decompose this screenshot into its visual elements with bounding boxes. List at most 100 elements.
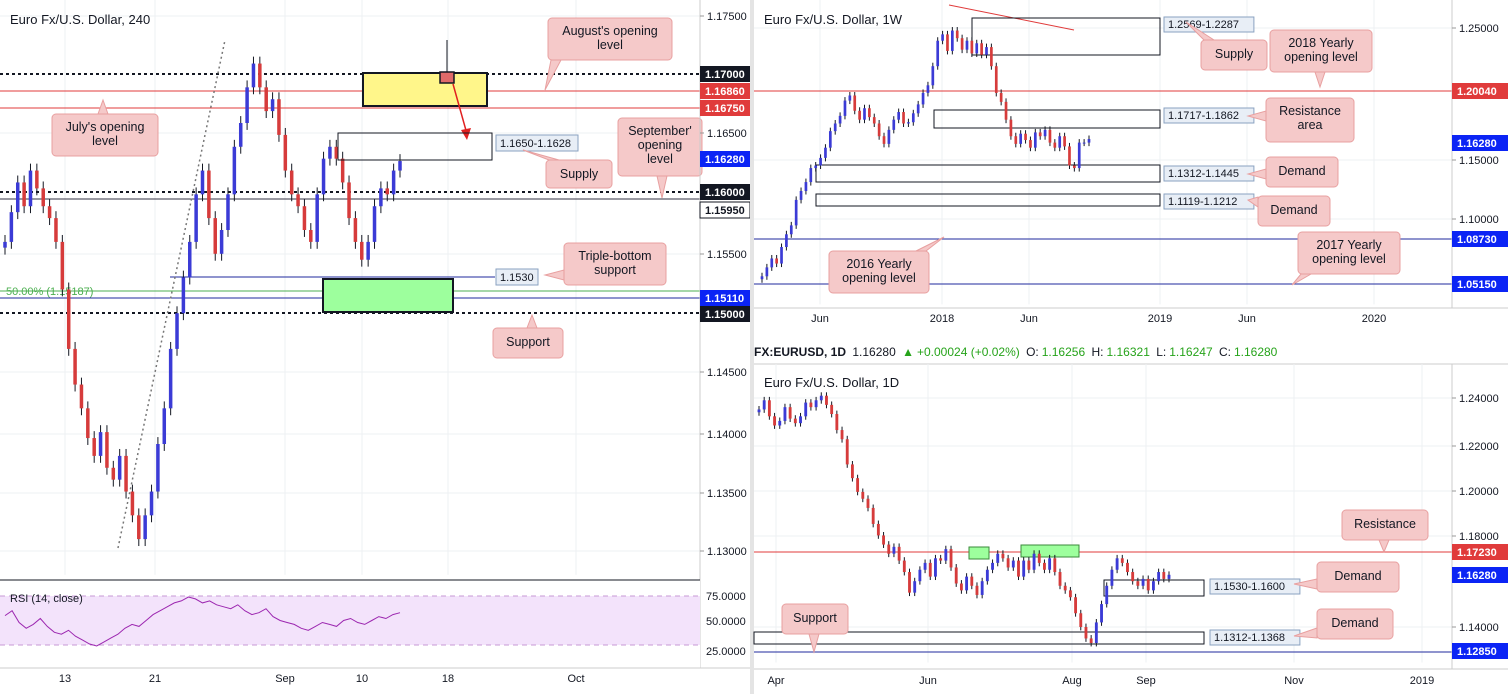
w1-candle-body xyxy=(809,168,813,183)
w1-candle-body xyxy=(911,113,915,123)
w1-callout-box xyxy=(828,250,930,294)
h4-price-tag xyxy=(700,83,750,99)
h4-candle-body xyxy=(66,289,71,349)
w1-zone-label: 1.1717-1.1862 xyxy=(1168,110,1239,122)
d1-candle-body xyxy=(1058,572,1062,586)
d1-candle-body xyxy=(804,402,808,417)
h4-callout-text: opening xyxy=(638,138,683,152)
w1-candle-body xyxy=(770,258,774,268)
h4-price-tag-label: 1.15000 xyxy=(705,309,745,321)
d1-candle-body xyxy=(1100,604,1103,623)
ticker-up-arrow-icon: ▲ xyxy=(902,345,914,359)
w1-candle-body xyxy=(1073,165,1076,169)
w1-price-tag xyxy=(1452,276,1508,292)
panel-divider xyxy=(750,0,754,694)
h4-supply-box[interactable] xyxy=(337,132,493,161)
w1-zone-label: 1.1312-1.1445 xyxy=(1168,168,1239,180)
d1-chart-svg[interactable]: 1.1530-1.1600 1.1312-1.1368 Resistance Dem… xyxy=(753,363,1508,694)
d1-green-marker-1 xyxy=(968,546,990,560)
h4-callout: Support xyxy=(492,313,564,359)
d1-candle-body xyxy=(882,535,885,545)
w1-price-tag-label: 1.16280 xyxy=(1457,138,1497,150)
h4-candle-body xyxy=(9,212,14,242)
h4-candle-body xyxy=(219,230,224,254)
d1-candle-body xyxy=(1115,558,1119,570)
w1-candle-body xyxy=(1053,142,1057,148)
w1-time-axis: Jun 2018 Jun 2019 Jun 2020 xyxy=(811,313,1386,325)
h4-xtick-label: 13 xyxy=(59,673,71,685)
d1-price-tag xyxy=(1452,643,1508,659)
h4-xtick-label: 21 xyxy=(149,673,161,685)
w1-candle-body xyxy=(794,199,798,226)
w1-candle-body xyxy=(863,108,866,120)
h4-yellow-supply-zone[interactable] xyxy=(362,72,488,107)
w1-candle-body xyxy=(985,47,988,55)
h4-chart-svg[interactable]: 50.00% (1.15187) 1.1650-1.1628 1.1530 Au… xyxy=(0,0,751,694)
d1-candle-body xyxy=(1017,560,1020,577)
d1-candle-body xyxy=(1001,553,1005,559)
h4-candles xyxy=(3,56,402,547)
h4-candle-body xyxy=(117,455,122,480)
h4-xtick-label: 10 xyxy=(356,673,368,685)
d1-candle-body xyxy=(835,414,839,431)
d1-candle-body xyxy=(1157,572,1161,582)
w1-candle-body xyxy=(916,104,920,114)
d1-candle-body xyxy=(1053,558,1057,573)
d1-price-tag-label: 1.12850 xyxy=(1457,646,1497,658)
d1-candle-body xyxy=(1032,553,1036,570)
h4-1530-label-bg xyxy=(495,268,539,286)
h4-candle-body xyxy=(391,170,396,195)
w1-candle-body xyxy=(921,92,925,105)
h4-candle-body xyxy=(398,161,402,171)
w1-candle-body xyxy=(1068,146,1071,166)
w1-candle-body xyxy=(1043,129,1047,137)
d1-candle-body xyxy=(850,464,854,479)
d1-xtick-label: Sep xyxy=(1136,675,1156,687)
w1-zone-box[interactable] xyxy=(933,109,1161,129)
h4-arrow-line xyxy=(452,83,468,135)
d1-candle-body xyxy=(1105,585,1109,605)
ticker-close-value: 1.16280 xyxy=(1233,345,1278,359)
ticker-price: 1.16280 xyxy=(852,345,896,359)
h4-callout-box xyxy=(492,327,564,359)
w1-candle-body xyxy=(1038,132,1042,137)
d1-candle-body xyxy=(1079,613,1083,627)
d1-candle-body xyxy=(825,395,828,405)
w1-zone-box[interactable] xyxy=(815,193,1161,207)
d1-chart-panel[interactable]: 1.1530-1.1600 1.1312-1.1368 Resistance Dem… xyxy=(753,363,1508,694)
h4-rsi-axis: 75.0000 50.0000 25.0000 xyxy=(706,591,746,658)
w1-candle-body xyxy=(819,157,822,166)
w1-zone-box[interactable] xyxy=(971,17,1161,56)
d1-zone-box[interactable] xyxy=(1103,579,1205,597)
d1-candle-body xyxy=(928,562,932,577)
w1-xtick-label: Jun xyxy=(1020,313,1038,325)
w1-candle-body xyxy=(955,30,959,39)
h4-chart-panel[interactable]: 50.00% (1.15187) 1.1650-1.1628 1.1530 Au… xyxy=(0,0,751,694)
d1-candle-body xyxy=(1027,560,1031,570)
d1-candle-body xyxy=(799,416,802,424)
d1-zone-box[interactable] xyxy=(753,631,1205,645)
w1-chart-svg[interactable]: 1.2569-1.2287 1.1717-1.1862 1.1312-1.1445 1… xyxy=(754,0,1508,340)
d1-candle-body xyxy=(856,478,860,492)
w1-zone-box[interactable] xyxy=(815,164,1161,183)
d1-ytick-label: 1.20000 xyxy=(1459,486,1499,498)
h4-ytick-label: 1.16500 xyxy=(707,128,747,140)
w1-candle-body xyxy=(765,267,769,277)
h4-candle-body xyxy=(200,170,205,195)
w1-chart-panel[interactable]: 1.2569-1.2287 1.1717-1.1862 1.1312-1.1445 1… xyxy=(754,0,1508,340)
d1-candle-body xyxy=(773,416,776,426)
h4-candle-body xyxy=(92,438,96,456)
w1-price-tag xyxy=(1452,135,1508,151)
d1-time-axis: Apr Jun Aug Sep Nov 2019 xyxy=(767,675,1434,687)
d1-callout-text: Support xyxy=(793,611,837,625)
w1-candle-body xyxy=(833,123,837,132)
w1-callout-text: 2016 Yearly xyxy=(846,257,912,271)
w1-candle-body xyxy=(1029,140,1032,148)
d1-callout-box xyxy=(781,603,849,635)
w1-candle-body xyxy=(1019,133,1023,144)
h4-green-demand-zone[interactable] xyxy=(322,278,454,313)
h4-red-candle-marker xyxy=(439,71,455,84)
w1-candle-body xyxy=(907,122,910,124)
d1-zone-label-bg xyxy=(1209,578,1301,595)
